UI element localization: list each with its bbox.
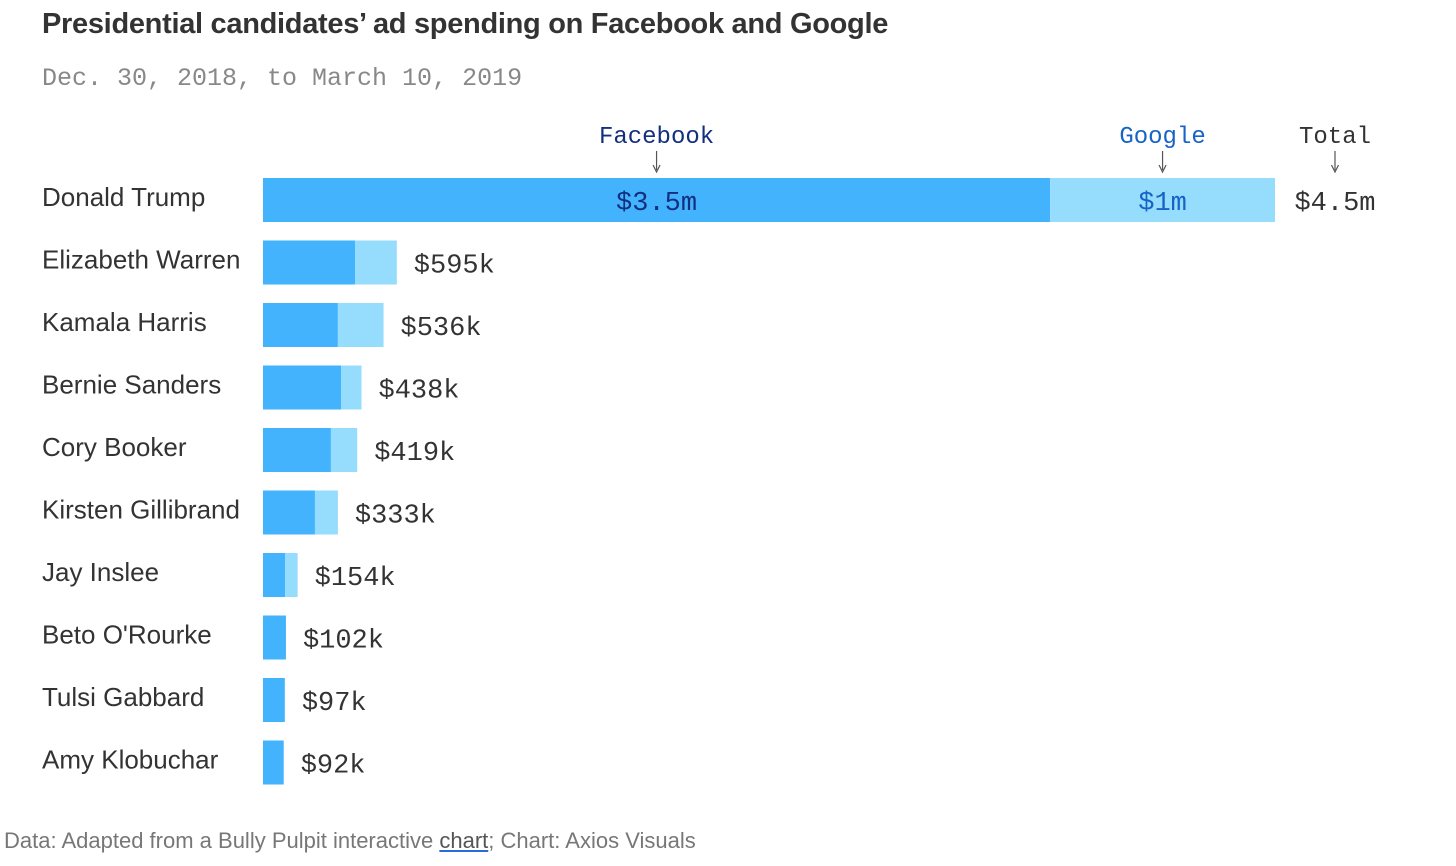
- google-segment-label: $1m: [1138, 189, 1187, 219]
- legend-facebook: Facebook: [599, 124, 714, 151]
- bar-google: [1050, 178, 1275, 222]
- bar-google: [341, 365, 362, 410]
- bar-google: [337, 303, 384, 347]
- bar-facebook: [263, 428, 331, 472]
- arrow-head-icon: [652, 164, 661, 174]
- category-label: Kamala Harris: [42, 307, 207, 337]
- total-label: $438k: [379, 377, 460, 407]
- bar-facebook: [263, 740, 284, 785]
- category-label: Bernie Sanders: [42, 370, 221, 400]
- total-label: $154k: [315, 564, 396, 594]
- bar-facebook: [263, 365, 342, 410]
- category-label: Amy Klobuchar: [42, 745, 219, 775]
- total-label: $419k: [374, 439, 455, 469]
- category-label: Elizabeth Warren: [42, 245, 240, 275]
- total-label: $102k: [303, 627, 384, 657]
- arrow-head-icon: [1158, 164, 1167, 174]
- bar-google: [330, 428, 358, 472]
- bar-google: [285, 553, 298, 597]
- bar-facebook: [263, 678, 285, 722]
- bar-facebook: [263, 303, 338, 347]
- legend-google: Google: [1119, 124, 1205, 151]
- bar-facebook: [263, 553, 286, 597]
- bar-facebook: [263, 240, 355, 285]
- total-label: $4.5m: [1294, 189, 1375, 219]
- total-label: $97k: [302, 689, 367, 719]
- source-note: Data: Adapted from a Bully Pulpit intera…: [4, 828, 696, 854]
- category-label: Kirsten Gillibrand: [42, 495, 240, 525]
- chart-title: Presidential candidates’ ad spending on …: [42, 8, 889, 40]
- total-label: $536k: [401, 314, 482, 344]
- total-label: $595k: [414, 252, 495, 282]
- bar-facebook: [263, 615, 286, 660]
- bar-google: [314, 490, 338, 535]
- legend-total: Total: [1299, 124, 1371, 151]
- arrow-head-icon: [1330, 164, 1340, 174]
- source-link[interactable]: chart: [439, 828, 489, 853]
- chart-subtitle: Dec. 30, 2018, to March 10, 2019: [42, 64, 523, 93]
- bar-facebook: [263, 490, 315, 535]
- category-label: Donald Trump: [42, 182, 205, 212]
- total-label: $333k: [355, 502, 436, 532]
- category-label: Tulsi Gabbard: [42, 682, 204, 712]
- bar-facebook: [263, 178, 1051, 222]
- category-label: Jay Inslee: [42, 557, 159, 587]
- facebook-segment-label: $3.5m: [616, 189, 697, 219]
- source-prefix: Data: Adapted from a Bully Pulpit intera…: [4, 828, 440, 853]
- total-label: $92k: [301, 752, 366, 782]
- category-label: Beto O'Rourke: [42, 620, 212, 650]
- bar-google: [354, 240, 397, 285]
- source-suffix: ; Chart: Axios Visuals: [488, 828, 696, 853]
- category-label: Cory Booker: [42, 432, 187, 462]
